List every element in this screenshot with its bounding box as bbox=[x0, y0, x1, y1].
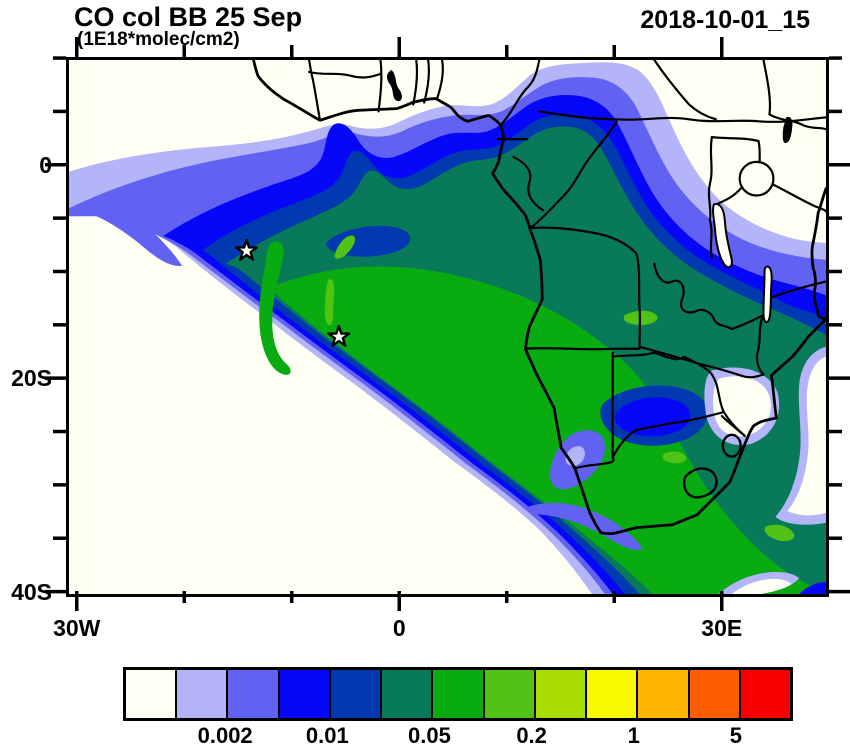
border-angola-south bbox=[524, 347, 641, 351]
border-sudan-car bbox=[653, 60, 717, 121]
edge-streak bbox=[90, 204, 183, 266]
border-benin-nigeria bbox=[435, 60, 444, 100]
border-uganda-west bbox=[707, 136, 713, 222]
border-swaziland bbox=[721, 433, 742, 458]
colorbar-cell bbox=[484, 670, 536, 718]
colorbar-cell bbox=[382, 670, 434, 718]
hole-bottom bbox=[731, 578, 792, 594]
y-axis-label: 40S bbox=[11, 578, 52, 605]
border-zambezi bbox=[638, 345, 765, 379]
lake-tanganyika bbox=[712, 203, 733, 269]
border-botswana-zimbabwe bbox=[653, 351, 713, 376]
country-borders bbox=[308, 60, 826, 470]
border-drc-rift bbox=[708, 219, 713, 259]
colorbar-cell bbox=[433, 670, 485, 718]
border-botswana-south bbox=[611, 428, 638, 459]
map-plot-area bbox=[66, 57, 829, 597]
clear-air-holes bbox=[656, 60, 826, 594]
border-guinea-horizontal bbox=[308, 70, 382, 79]
border-uganda-north bbox=[710, 136, 760, 143]
colorbar-cell bbox=[177, 670, 229, 718]
border-drc-zambia bbox=[653, 262, 733, 331]
lake-turkana bbox=[782, 116, 793, 144]
border-angola-zambia bbox=[635, 252, 642, 350]
border-nigeria-cameroon bbox=[499, 60, 541, 127]
border-malawi-west bbox=[755, 314, 765, 376]
enclaves bbox=[682, 433, 742, 499]
border-civ-ghana bbox=[377, 60, 383, 113]
border-caprivi bbox=[611, 351, 656, 358]
green-west-strip bbox=[259, 241, 291, 375]
border-limpopo bbox=[635, 410, 725, 431]
colorbar-cell bbox=[535, 670, 588, 718]
contour-level-01-core bbox=[274, 266, 826, 594]
botswana-blue-core bbox=[615, 397, 691, 437]
colorbar-label: 5 bbox=[729, 723, 743, 748]
star-marker-sthelena bbox=[327, 324, 351, 347]
colorbar-cell bbox=[228, 670, 280, 718]
border-sa-mozambique bbox=[720, 414, 746, 437]
bright-green-squiggle-2 bbox=[324, 279, 335, 326]
coastline bbox=[252, 60, 826, 536]
plume-contours bbox=[69, 62, 826, 594]
hole-east-edge bbox=[787, 356, 826, 516]
border-angola-drc bbox=[529, 226, 638, 255]
colorbar-cell bbox=[689, 670, 741, 718]
x-axis-label: 30W bbox=[53, 615, 101, 641]
bright-green-squiggle-1 bbox=[334, 235, 356, 259]
colorbar-cell bbox=[587, 670, 639, 718]
lake-victoria bbox=[738, 160, 775, 197]
x-axis-label: 30E bbox=[701, 615, 743, 641]
southcoast-light-arc bbox=[526, 502, 643, 550]
border-kenya-tanzania bbox=[760, 177, 826, 213]
colorbar-cell bbox=[638, 670, 690, 718]
x-axis-label: 0 bbox=[392, 615, 406, 641]
y-axis-label: 20S bbox=[11, 365, 52, 392]
corner-blue bbox=[799, 582, 826, 594]
colorbar-cell bbox=[279, 670, 331, 718]
border-zambia-tanzania bbox=[730, 314, 765, 331]
colorbar-cell bbox=[126, 670, 178, 718]
lake-malawi bbox=[762, 265, 773, 324]
colorbar-label: 1 bbox=[627, 723, 640, 748]
border-lesotho bbox=[682, 467, 718, 499]
border-car-drc bbox=[538, 110, 826, 123]
page-title: CO col BB 25 Sep bbox=[74, 2, 303, 32]
station-markers bbox=[235, 238, 351, 347]
contour-map bbox=[69, 60, 826, 594]
colorbar bbox=[123, 667, 793, 721]
colorbar-label: 0.002 bbox=[197, 723, 253, 748]
y-axis-label: 0 bbox=[39, 151, 52, 178]
colorbar-label: 0.05 bbox=[408, 723, 451, 748]
colorbar-cell bbox=[330, 670, 383, 718]
lake-volta bbox=[387, 69, 402, 102]
border-congo-drc bbox=[529, 120, 618, 230]
border-tanzania-mozambique bbox=[770, 280, 826, 299]
hole-east-africa bbox=[656, 60, 826, 241]
border-gabon-congo bbox=[512, 155, 545, 212]
star-marker-ascension bbox=[235, 238, 259, 261]
colorbar-label: 0.01 bbox=[305, 723, 349, 748]
bright-green-squiggle-5 bbox=[764, 524, 795, 542]
colorbar-cell bbox=[740, 670, 791, 718]
lakes bbox=[387, 69, 793, 324]
border-orange-river bbox=[573, 456, 615, 470]
bright-green-squiggle-4 bbox=[662, 451, 687, 464]
timestamp: 2018-10-01_15 bbox=[640, 6, 810, 34]
colorbar-label: 0.2 bbox=[516, 723, 547, 748]
units-subtitle: (1E18*molec/cm2) bbox=[77, 29, 240, 50]
